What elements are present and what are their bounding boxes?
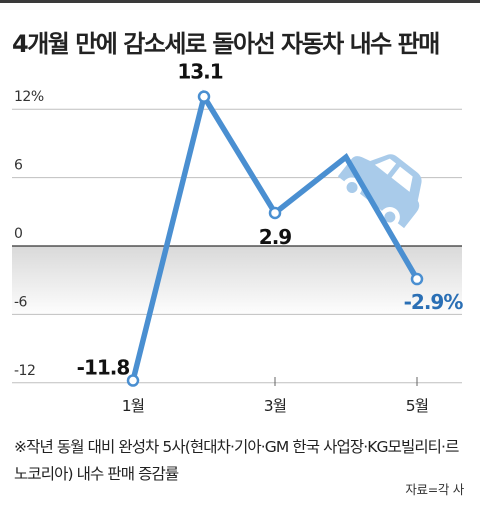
x-tick-label: 5월 [406,397,429,415]
data-point [197,90,211,103]
data-label: -2.9% [404,290,464,314]
footnote: ※작년 동월 대비 완성차 5사(현대차·기아·GM 한국 사업장·KG모빌리티… [14,438,459,483]
data-markers [126,90,424,387]
x-tick-label: 1월 [122,397,145,415]
x-axis-labels: 1월 3월 5월 [122,377,429,415]
negative-region [12,246,462,318]
chart-title: 4개월 만에 감소세로 돌아선 자동차 내수 판매 [12,30,440,58]
y-axis-labels: 12% 6 0 -6 -12 [14,89,44,379]
y-tick-label: 6 [14,158,23,174]
data-label: 2.9 [259,225,292,249]
data-label: -11.8 [77,356,130,380]
y-tick-label: 0 [14,226,22,242]
line-chart: 12% 6 0 -6 -12 1월 3월 5월 -11.8 13.1 2.9 -2.9% [12,60,465,415]
data-point [126,374,140,387]
y-tick-label: -12 [14,363,35,379]
data-point [410,272,424,286]
x-tick-label: 3월 [264,397,287,415]
car-icon [337,154,422,229]
y-tick-label: 12% [14,89,44,105]
data-labels: -11.8 13.1 2.9 -2.9% [77,60,465,380]
top-rule [0,0,480,3]
data-label: 13.1 [177,60,222,84]
data-point [268,206,282,220]
source-credit: 자료=각 사 [405,482,464,497]
y-tick-label: -6 [14,294,28,310]
